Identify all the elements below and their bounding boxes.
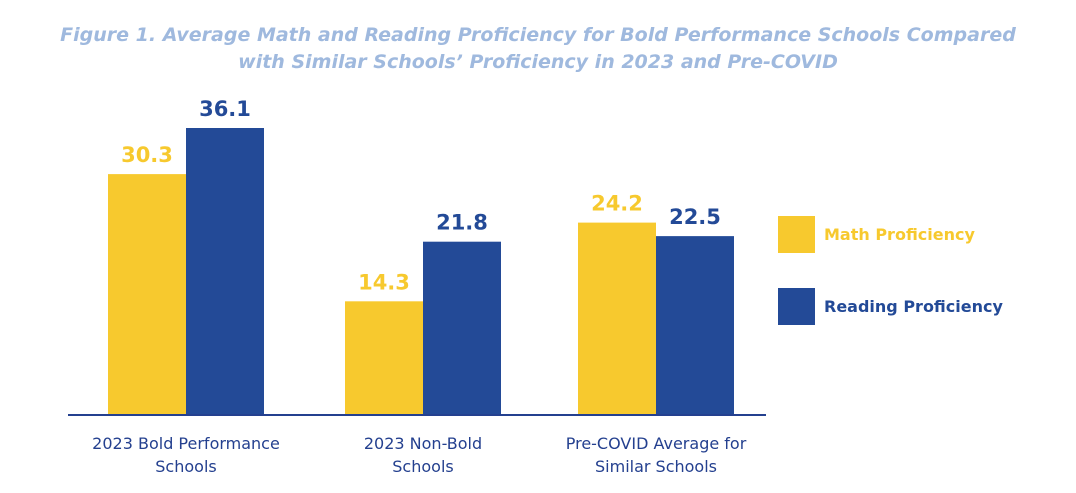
chart-title-line-2: with Similar Schools’ Proficiency in 202… <box>238 51 838 73</box>
category-label-1-line-1: 2023 Non-Bold <box>364 434 482 453</box>
bar-math-2 <box>578 222 656 415</box>
data-label-math-0: 30.3 <box>121 143 173 167</box>
category-label-1-line-2: Schools <box>392 457 453 476</box>
bar-reading-2 <box>656 236 734 415</box>
category-label-2-line-2: Similar Schools <box>595 457 717 476</box>
bar-reading-1 <box>423 241 501 415</box>
data-label-reading-2: 22.5 <box>669 205 721 229</box>
data-label-math-1: 14.3 <box>358 270 410 294</box>
bar-math-1 <box>345 301 423 415</box>
bar-reading-0 <box>186 128 264 415</box>
legend-swatch-reading <box>778 288 815 325</box>
category-label-2-line-1: Pre-COVID Average for <box>566 434 747 453</box>
data-label-reading-0: 36.1 <box>199 97 251 121</box>
legend-swatch-math <box>778 216 815 253</box>
data-label-math-2: 24.2 <box>591 192 643 216</box>
chart-title: Figure 1. Average Math and Reading Profi… <box>20 22 1056 76</box>
bar-math-0 <box>108 174 186 415</box>
category-label-0-line-1: 2023 Bold Performance <box>92 434 280 453</box>
legend-label-reading: Reading Proficiency <box>824 297 1003 316</box>
chart-title-line-1: Figure 1. Average Math and Reading Profi… <box>60 24 1016 46</box>
category-label-0-line-2: Schools <box>155 457 216 476</box>
legend-label-math: Math Proficiency <box>824 225 975 244</box>
data-label-reading-1: 21.8 <box>436 211 488 235</box>
